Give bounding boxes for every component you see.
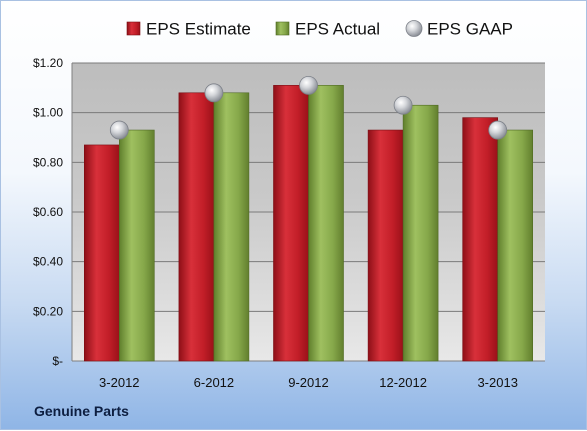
bar-eps-estimate <box>84 144 120 362</box>
x-axis: 3-2012 6-2012 9-2012 12-2012 3-2013 <box>99 375 518 390</box>
gaap-markers <box>109 75 508 140</box>
legend-swatch <box>275 21 290 36</box>
bar-eps-estimate <box>367 129 404 362</box>
legend-eps-actual: EPS Actual <box>275 20 380 39</box>
legend-eps-gaap: EPS GAAP <box>405 20 513 39</box>
x-tick-label: 3-2013 <box>477 375 517 390</box>
bars <box>84 85 534 362</box>
y-tick-label: $0.20 <box>33 304 63 318</box>
legend-swatch <box>126 21 141 36</box>
point-eps-gaap <box>204 83 224 103</box>
legend: EPS Estimate EPS Actual EPS GAAP <box>126 20 513 39</box>
bar-eps-actual <box>497 129 534 362</box>
legend-label: EPS GAAP <box>427 20 513 39</box>
bar-eps-actual <box>213 92 250 362</box>
x-tick-label: 9-2012 <box>288 375 328 390</box>
y-tick-label: $0.60 <box>33 205 63 219</box>
bar-eps-estimate <box>178 92 215 362</box>
bar-eps-estimate <box>273 85 309 362</box>
company-label: Genuine Parts <box>34 403 129 419</box>
legend-label: EPS Actual <box>295 20 380 39</box>
bar-eps-actual <box>119 129 155 362</box>
point-eps-gaap <box>299 75 318 95</box>
bar-eps-actual <box>308 85 344 362</box>
legend-eps-estimate: EPS Estimate <box>126 20 251 39</box>
point-eps-gaap <box>393 95 413 115</box>
point-eps-gaap <box>488 120 508 140</box>
bar-eps-actual <box>402 104 439 362</box>
y-tick-label: $1.20 <box>33 56 63 70</box>
legend-label: EPS Estimate <box>146 20 251 39</box>
x-tick-label: 12-2012 <box>379 375 427 390</box>
bar-eps-estimate <box>462 117 499 362</box>
x-tick-label: 3-2012 <box>99 375 139 390</box>
legend-swatch <box>405 20 423 37</box>
x-tick-label: 6-2012 <box>194 375 234 390</box>
point-eps-gaap <box>109 120 129 140</box>
y-tick-label: $0.80 <box>33 155 63 169</box>
y-tick-label: $0.40 <box>33 255 63 269</box>
y-tick-label: $- <box>52 354 63 368</box>
y-tick-label: $1.00 <box>33 106 63 120</box>
